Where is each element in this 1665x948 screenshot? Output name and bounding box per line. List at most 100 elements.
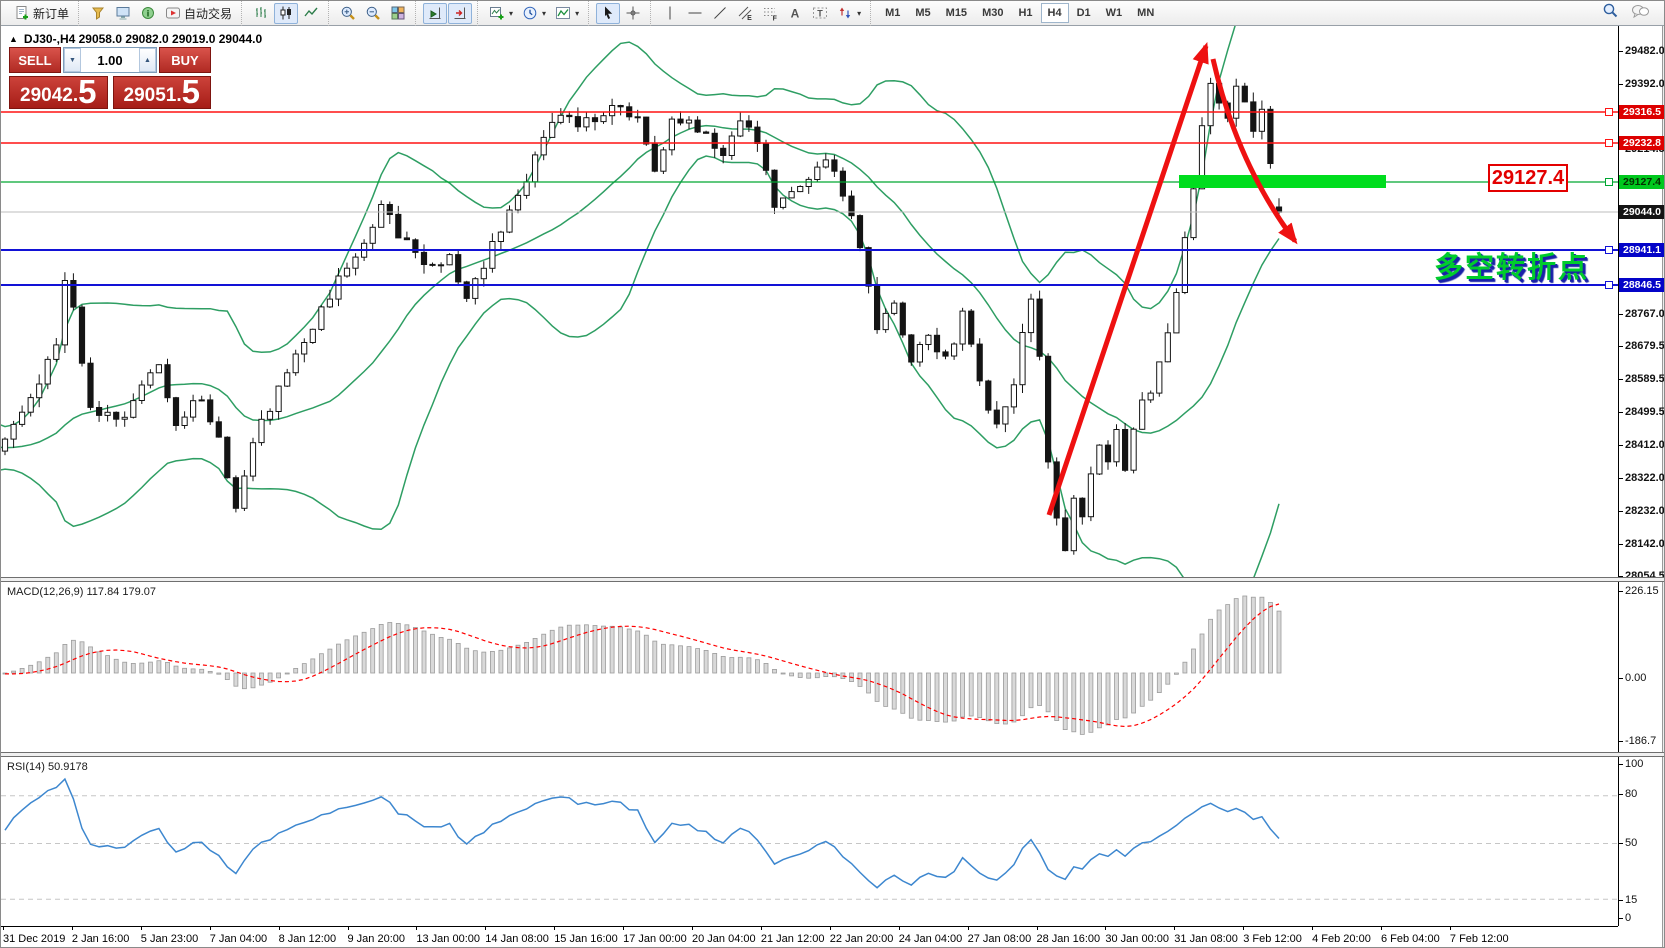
toolbar-fibonacci-button[interactable]: F (758, 3, 782, 24)
time-label: 9 Jan 20:00 (347, 926, 405, 945)
time-label: 3 Feb 12:00 (1243, 926, 1302, 945)
rsi-pane[interactable] (1, 757, 1665, 925)
toolbar-group (328, 1, 415, 26)
pane-separator[interactable] (1, 752, 1664, 757)
time-axis[interactable]: 31 Dec 2019 2 Jan 16:00 5 Jan 23:00 7 Jan 0… (1, 926, 1618, 947)
toolbar-indicators-list-button[interactable]: ▾ (551, 3, 583, 24)
text-icon: A (787, 5, 803, 21)
volume-input[interactable]: 1.00 (97, 52, 123, 68)
chevron-down-icon: ▾ (509, 8, 514, 18)
symbol-ohlc-text: DJ30-,H4 29058.0 29082.0 29019.0 29044.0 (23, 32, 263, 46)
rsi-axis-label: 0 (1617, 912, 1632, 924)
toolbar-line-chart-mode-button[interactable] (299, 3, 323, 24)
toolbar-arrow-objects-button[interactable]: ▾ (833, 3, 865, 24)
toolbar-auto-scroll-button[interactable] (423, 2, 448, 24)
toolbar-candlestick-mode-button[interactable] (274, 2, 299, 24)
toolbar-group: E F A T ▾ (650, 1, 870, 26)
toolbar-new-order-button[interactable]: 新订单 (10, 3, 73, 24)
toolbar-crosshair-button[interactable] (621, 3, 645, 24)
toolbar-chart-shift-button[interactable] (448, 2, 473, 24)
new-order-icon (14, 5, 30, 21)
toolbar-tile-windows-button[interactable] (386, 3, 410, 24)
toolbar-horizontal-line-button[interactable] (683, 3, 707, 24)
tf-H1-button[interactable]: H1 (1018, 7, 1033, 19)
volume-down-icon[interactable]: ▼ (64, 48, 81, 72)
tf-W1-button[interactable]: W1 (1105, 7, 1123, 19)
svg-text:T: T (817, 9, 823, 19)
toolbar-group (588, 1, 650, 26)
price-axis-line (1618, 26, 1619, 926)
chat-icon[interactable] (1631, 3, 1650, 24)
terminal-icon (115, 5, 131, 21)
macd-pane[interactable] (1, 582, 1665, 752)
toolbar-text-button[interactable]: A (783, 3, 807, 24)
tf-H4-button[interactable]: H4 (1040, 3, 1069, 23)
sell-button[interactable]: SELL (9, 47, 61, 73)
signals-icon: i (140, 5, 156, 21)
level-anchor[interactable] (1605, 246, 1613, 254)
chinese-annotation: 多空转折点 (1434, 252, 1590, 284)
price-tick: 29482.0 (1618, 45, 1665, 57)
level-anchor[interactable] (1605, 281, 1613, 289)
toolbar-equidistant-channel-button[interactable]: E (733, 3, 757, 24)
toolbar-zoom-out-button[interactable] (361, 3, 385, 24)
tf-M5-button[interactable]: M5 (915, 7, 931, 19)
bollinger-lower-band (1, 155, 1280, 579)
level-anchor[interactable] (1605, 178, 1613, 186)
price-tick: 28499.5 (1618, 406, 1665, 418)
time-label: 27 Jan 08:00 (967, 926, 1032, 945)
toolbar-market-watch-button[interactable] (86, 3, 110, 24)
collapse-panel-icon[interactable]: ▲ (9, 34, 18, 44)
buy-button[interactable]: BUY (159, 47, 211, 73)
toolbar-right (1602, 2, 1662, 24)
tf-MN-button[interactable]: MN (1137, 7, 1155, 19)
tf-M30-button[interactable]: M30 (982, 7, 1004, 19)
level-anchor[interactable] (1605, 108, 1613, 116)
level-anchor[interactable] (1605, 139, 1613, 147)
toolbar-group: 新订单 (3, 1, 78, 26)
time-label: 30 Jan 00:00 (1105, 926, 1170, 945)
chevron-down-icon: ▾ (575, 8, 580, 18)
toolbar-terminal-button[interactable] (111, 3, 135, 24)
tf-M1-button[interactable]: M1 (885, 7, 901, 19)
svg-text:i: i (147, 9, 150, 19)
toolbar-bar-chart-mode-button[interactable] (249, 3, 273, 24)
time-label: 7 Feb 12:00 (1449, 926, 1509, 945)
tf-M15-button[interactable]: M15 (945, 7, 968, 19)
search-icon[interactable] (1602, 2, 1619, 24)
toolbar-cursor-button[interactable] (596, 2, 621, 24)
time-label: 21 Jan 12:00 (760, 926, 825, 945)
price-badge: 29232.8 (1619, 136, 1664, 150)
toolbar-auto-trading-button[interactable]: 自动交易 (161, 3, 236, 24)
buy-price-button[interactable]: 29051. 5 (112, 75, 211, 109)
tf-D1-button[interactable]: D1 (1076, 7, 1091, 19)
timeframe-group: M1 M5 M15 M30 H1 H4 D1 W1 MN (870, 1, 1166, 26)
toolbar-trendline-button[interactable] (708, 3, 732, 24)
time-label: 24 Jan 04:00 (898, 926, 963, 945)
macd-axis-label: 0.00 (1617, 672, 1647, 684)
text-label-icon: T (812, 5, 828, 21)
toolbar-signals-button[interactable]: i (136, 3, 160, 24)
rsi-axis-label: 100 (1617, 758, 1644, 770)
svg-text:F: F (773, 16, 778, 22)
toolbar-new-chart-button[interactable]: ▾ (485, 3, 517, 24)
time-label: 28 Jan 16:00 (1036, 926, 1101, 945)
toolbar-zoom-in-button[interactable] (336, 3, 360, 24)
toolbar-vertical-line-button[interactable] (658, 3, 682, 24)
sell-price-button[interactable]: 29042. 5 (9, 75, 108, 109)
time-label: 15 Jan 16:00 (554, 926, 618, 945)
toolbar-profiles-button[interactable]: ▾ (518, 3, 550, 24)
price-tick: 28232.0 (1618, 505, 1665, 517)
toolbar-new-order-label: 新订单 (33, 6, 70, 21)
volume-up-icon[interactable]: ▲ (139, 48, 156, 72)
window-right-border (1662, 26, 1664, 947)
time-label: 17 Jan 00:00 (623, 926, 687, 945)
rsi-label: RSI(14) 50.9178 (7, 761, 88, 773)
chart-title: ▲ DJ30-,H4 29058.0 29082.0 29019.0 29044… (9, 32, 262, 46)
pane-separator[interactable] (1, 577, 1664, 582)
price-badge: 29316.5 (1619, 105, 1664, 119)
toolbar-text-label-button[interactable]: T (808, 3, 832, 24)
line-chart-mode-icon (303, 5, 319, 21)
main-chart-pane[interactable] (1, 26, 1665, 579)
